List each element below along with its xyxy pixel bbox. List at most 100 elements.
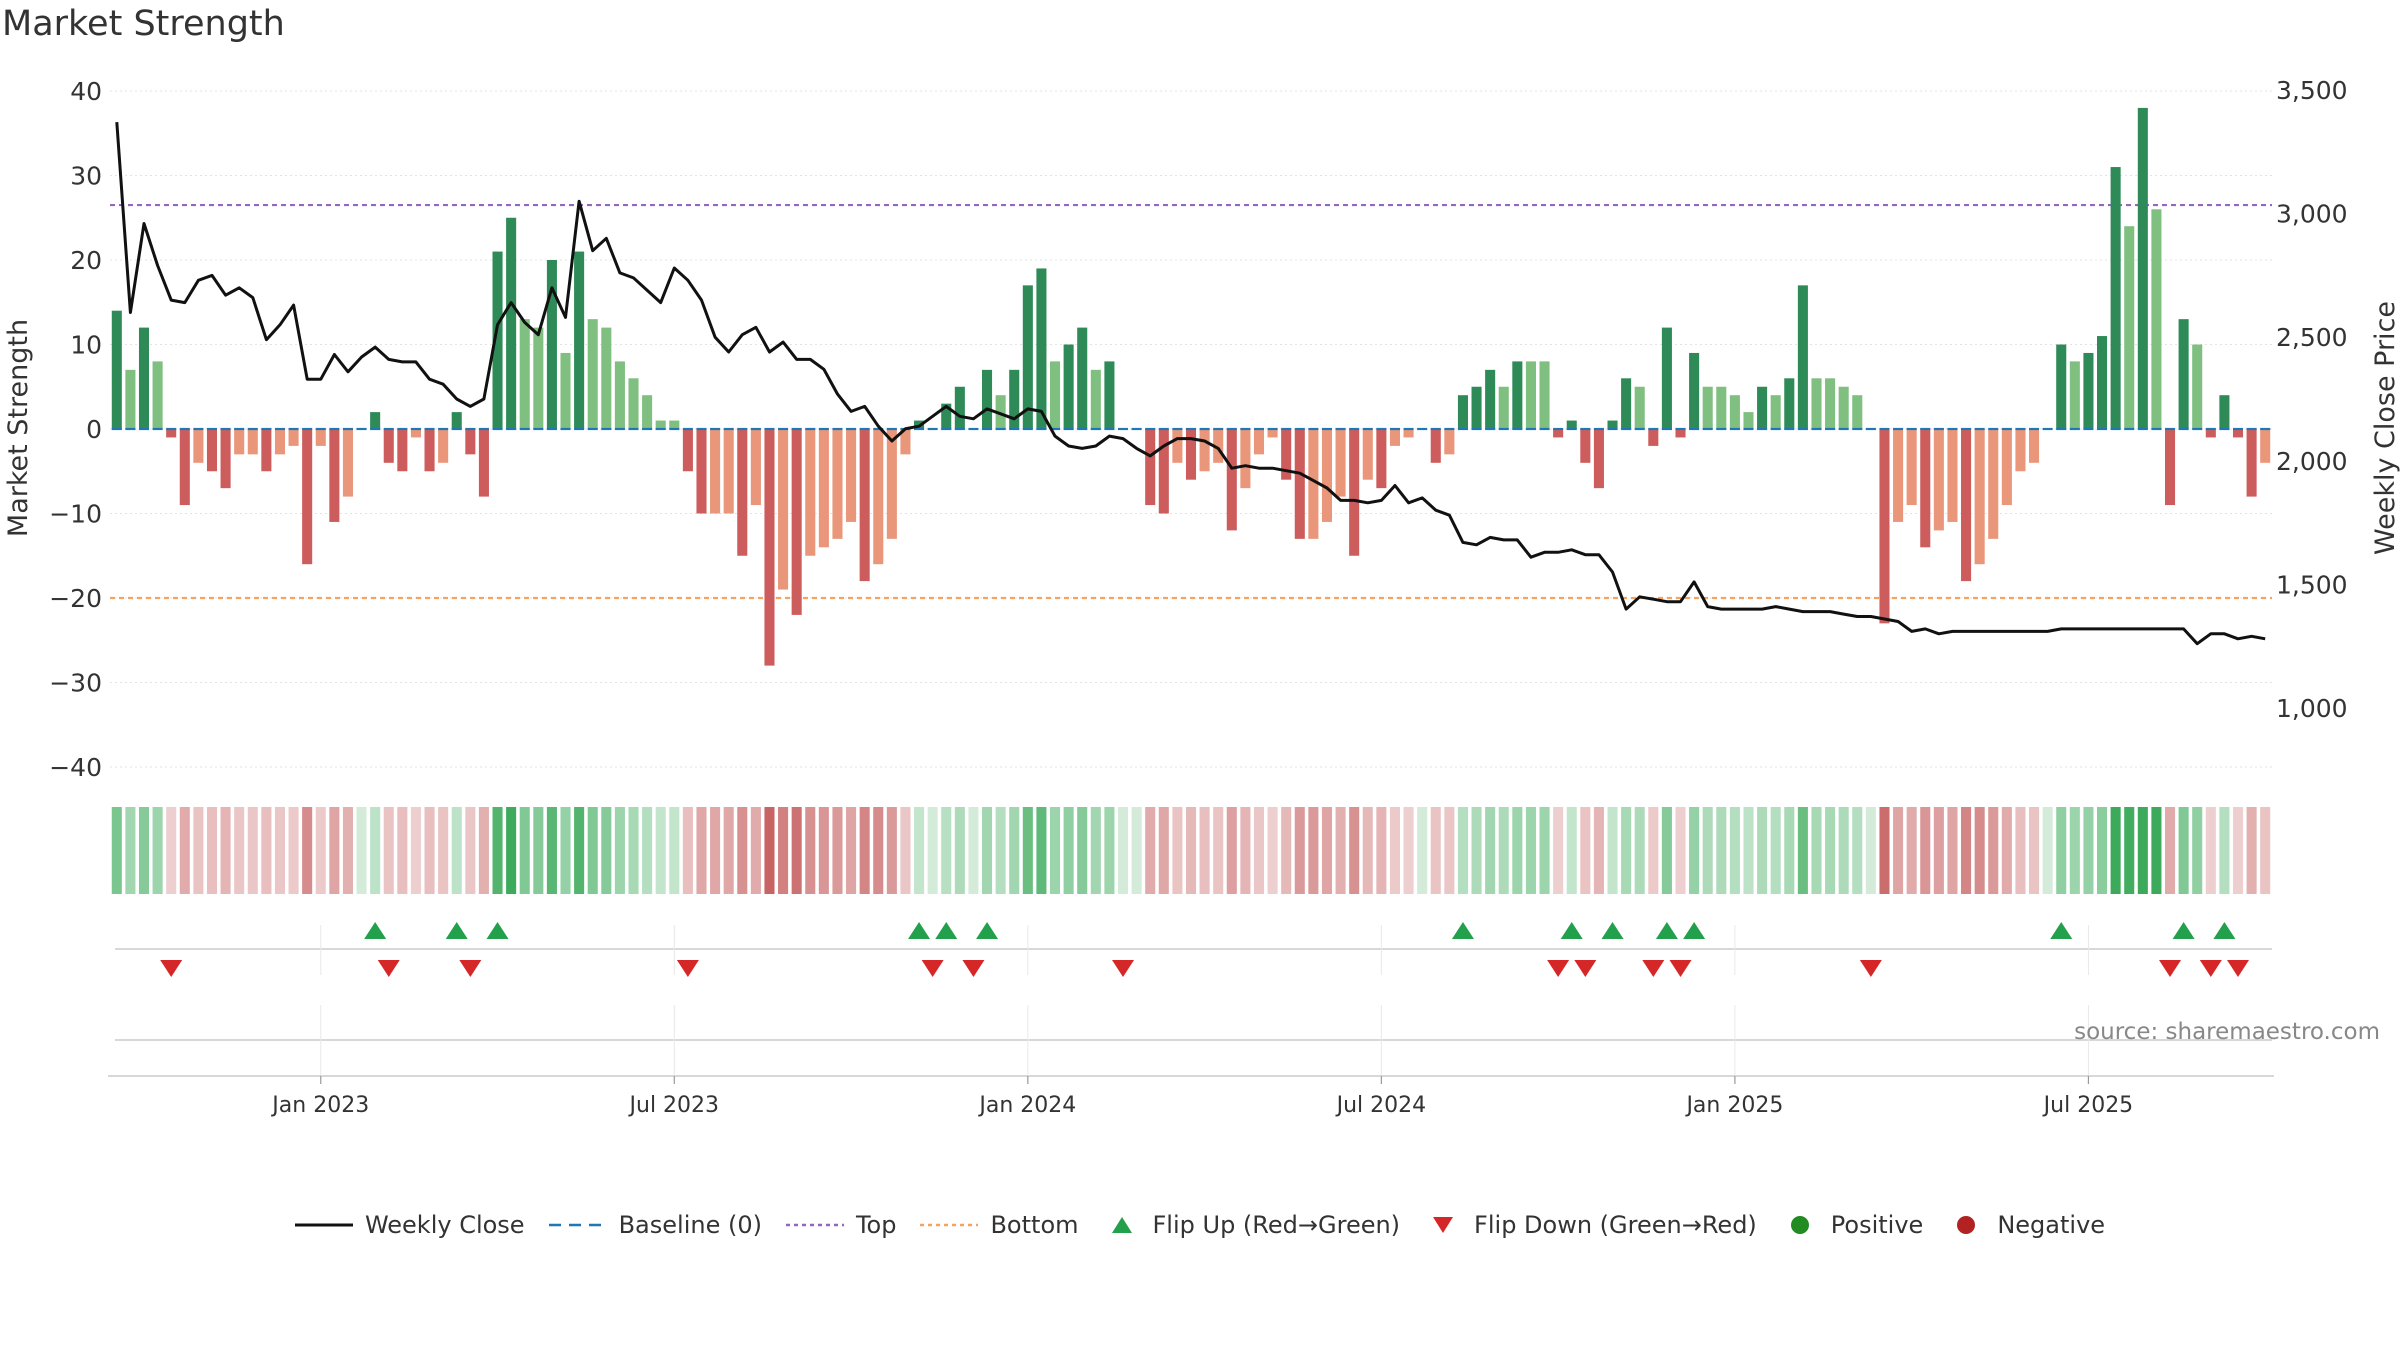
heat-cell bbox=[465, 807, 476, 894]
heat-cell bbox=[152, 807, 163, 894]
heat-cell bbox=[1648, 807, 1659, 894]
strength-bar bbox=[1049, 361, 1061, 429]
strength-bar bbox=[778, 429, 789, 590]
strength-bar bbox=[302, 429, 313, 565]
heat-cell bbox=[1553, 807, 1564, 894]
heat-cell bbox=[261, 807, 272, 894]
strength-bar bbox=[1226, 429, 1237, 531]
heat-cell bbox=[2015, 807, 2026, 894]
heat-cell bbox=[1131, 807, 1142, 894]
strength-bar bbox=[1838, 386, 1849, 429]
heat-cell bbox=[900, 807, 911, 894]
heat-cell bbox=[1022, 807, 1033, 894]
strength-bar bbox=[1961, 429, 1972, 582]
flip-down-marker bbox=[1547, 960, 1570, 977]
strength-bar bbox=[2137, 107, 2148, 430]
y-tick-label: −10 bbox=[49, 500, 102, 529]
heat-cell bbox=[533, 807, 544, 894]
heat-cell bbox=[288, 807, 299, 894]
strength-bar bbox=[193, 429, 204, 463]
strength-bar bbox=[424, 429, 435, 472]
y2-tick-label: 1,000 bbox=[2276, 694, 2348, 723]
strength-bar bbox=[315, 429, 326, 446]
heat-cell bbox=[1009, 807, 1020, 894]
strength-bar bbox=[370, 412, 381, 429]
flip-down-marker bbox=[2199, 960, 2222, 977]
heat-cell bbox=[1893, 807, 1904, 894]
strength-bar bbox=[655, 420, 666, 429]
strength-bar bbox=[628, 378, 639, 429]
heat-cell bbox=[478, 807, 489, 894]
strength-bar bbox=[1294, 429, 1305, 539]
y-tick-label: 10 bbox=[70, 331, 102, 360]
legend-item-positive: Positive bbox=[1781, 1211, 1924, 1239]
heat-cell bbox=[1376, 807, 1387, 894]
heat-cell bbox=[1117, 807, 1129, 894]
heat-cell bbox=[873, 807, 884, 894]
heat-cell bbox=[1702, 807, 1713, 894]
heat-cell bbox=[642, 807, 653, 894]
strength-bar bbox=[465, 429, 476, 455]
y-tick-label: 20 bbox=[70, 246, 102, 275]
strength-bar bbox=[560, 352, 571, 429]
heat-cell bbox=[1349, 807, 1360, 894]
strength-bar bbox=[1689, 352, 1700, 429]
strength-bar bbox=[1566, 420, 1577, 429]
strength-bar bbox=[179, 429, 190, 506]
heat-cell bbox=[1729, 807, 1740, 894]
strength-bar bbox=[1621, 378, 1632, 429]
heat-cell bbox=[2097, 807, 2108, 894]
strength-bar bbox=[1988, 429, 1999, 539]
heat-cell bbox=[2205, 807, 2216, 894]
y-tick-label: −20 bbox=[49, 584, 102, 613]
x-tick-label: Jul 2025 bbox=[2042, 1093, 2134, 1118]
heat-cell bbox=[1199, 807, 1210, 894]
strength-bar bbox=[2164, 429, 2176, 506]
strength-bar bbox=[2069, 361, 2080, 429]
heat-cell bbox=[778, 807, 789, 894]
heat-cell bbox=[125, 807, 136, 894]
strength-bar bbox=[1403, 429, 1414, 438]
legend-label: Top bbox=[855, 1211, 897, 1239]
heat-cell bbox=[628, 807, 639, 894]
strength-bar bbox=[1253, 429, 1265, 455]
flip-up-marker bbox=[1655, 922, 1678, 939]
y2-tick-label: 1,500 bbox=[2276, 570, 2348, 599]
legend-label: Positive bbox=[1830, 1211, 1924, 1239]
strength-bar bbox=[274, 429, 285, 455]
strength-bar bbox=[1498, 386, 1509, 429]
strength-bar bbox=[2001, 429, 2012, 506]
heat-cell bbox=[2001, 807, 2012, 894]
strength-bar bbox=[1512, 361, 1523, 429]
legend-symbol bbox=[1790, 1216, 1809, 1234]
heat-cell bbox=[750, 807, 761, 894]
strength-bar bbox=[1145, 429, 1156, 506]
strength-bar bbox=[601, 327, 612, 429]
heat-cell bbox=[2056, 807, 2067, 894]
legend-label: Weekly Close bbox=[364, 1211, 525, 1239]
y-tick-label: 40 bbox=[70, 77, 102, 106]
heat-cell bbox=[2042, 807, 2053, 894]
strength-bar bbox=[1485, 369, 1496, 429]
y-tick-label: 0 bbox=[86, 415, 102, 444]
strength-bar bbox=[1172, 429, 1183, 463]
strength-bar bbox=[478, 429, 489, 497]
strength-bar bbox=[574, 251, 585, 429]
flip-down-marker bbox=[676, 960, 699, 977]
strength-bar bbox=[397, 429, 408, 472]
heat-cell bbox=[2110, 807, 2121, 894]
heat-cell bbox=[1961, 807, 1972, 894]
heat-cell bbox=[2178, 807, 2189, 894]
heat-cell bbox=[2192, 807, 2203, 894]
strength-bar bbox=[723, 429, 734, 514]
strength-bar bbox=[1185, 429, 1197, 480]
strength-bar bbox=[954, 386, 965, 429]
heat-cell bbox=[1675, 807, 1686, 894]
heat-cell bbox=[682, 807, 693, 894]
strength-bar bbox=[125, 369, 136, 429]
strength-bar bbox=[546, 260, 557, 429]
legend-item-close: Weekly Close bbox=[294, 1211, 525, 1239]
heat-cell bbox=[1689, 807, 1700, 894]
strength-bar bbox=[805, 429, 816, 556]
